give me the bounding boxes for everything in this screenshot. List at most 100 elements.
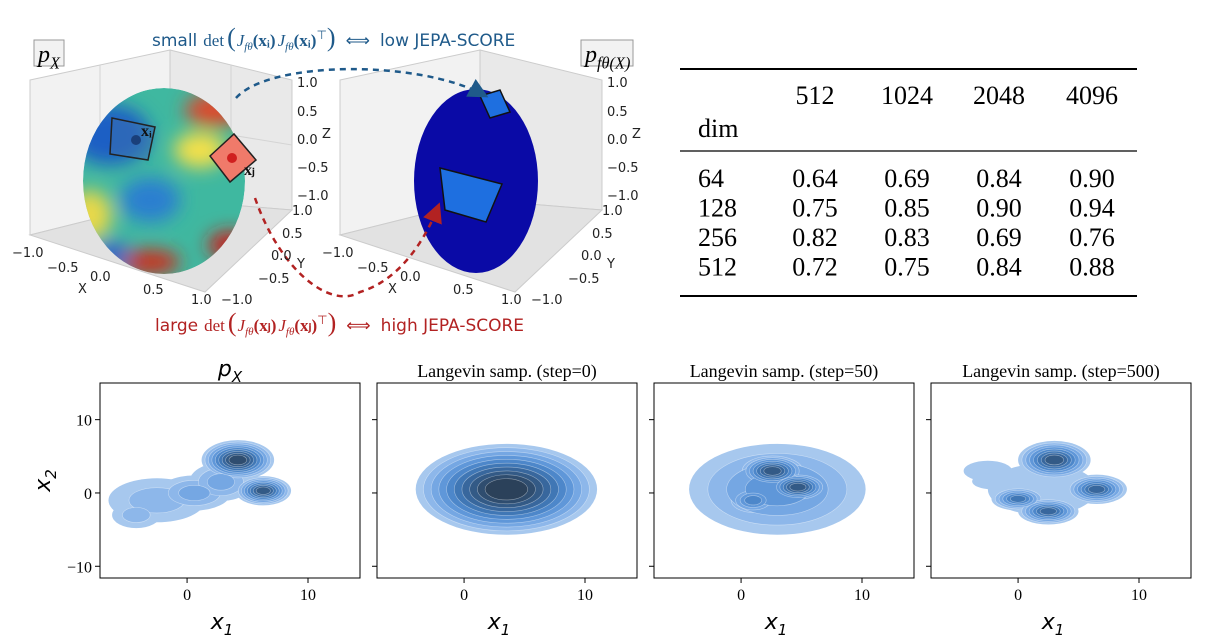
table-row-header: 512	[698, 253, 737, 282]
x-tick-label: −1.0	[12, 246, 44, 261]
label-base: x	[31, 478, 56, 493]
table-header: 4096	[1066, 81, 1118, 110]
x-tick-label: −0.5	[47, 261, 79, 276]
contour-level	[1044, 454, 1064, 466]
z-tick-label: 1.0	[297, 76, 318, 91]
x-axis-label: X	[78, 282, 87, 297]
note: large det (Jfθ(xⱼ) Jfθ(xⱼ)⊤) ⟺ high JEPA-SCOR…	[155, 308, 524, 338]
table-corner: dim	[698, 114, 738, 143]
label-box	[33, 39, 65, 67]
table-cell: 0.64	[792, 164, 838, 193]
table-cell: 0.83	[884, 223, 930, 252]
note-jacobian: J	[238, 316, 247, 335]
math-label: x1	[1041, 610, 1065, 637]
label-base: x	[764, 610, 779, 635]
x-tick-label: 0	[1014, 587, 1022, 604]
x-tick-label: 0	[183, 587, 191, 604]
note-paren: (	[227, 23, 236, 52]
y-tick-label: 0.5	[592, 227, 613, 242]
contour-level	[207, 473, 235, 491]
x-tick-label: −1.0	[322, 246, 354, 261]
note-suffix: low JEPA-SCORE	[380, 31, 515, 51]
table-header: 1024	[881, 81, 933, 110]
sphere-patch	[83, 190, 112, 240]
contour-level	[484, 478, 529, 501]
x-tick-label: 0.0	[90, 270, 111, 285]
y-tick-label: 0.0	[581, 249, 602, 264]
math-label: x1	[764, 610, 788, 637]
note-suffix: high JEPA-SCORE	[381, 316, 524, 336]
y-tick-label: −1.0	[221, 293, 253, 308]
density-contours	[963, 440, 1127, 525]
high-score-arrow	[253, 197, 442, 298]
note-jacobian: J	[278, 316, 287, 335]
label-sub: X	[231, 368, 243, 386]
note-jacobian-sub: fθ	[245, 326, 254, 338]
patch-j-mapped	[439, 166, 504, 223]
note-jacobian-sub: fθ	[244, 41, 253, 53]
sphere-patch	[120, 250, 180, 274]
x-tick-label: 10	[300, 587, 316, 604]
plot-title: Langevin samp. (step=50)	[690, 361, 879, 382]
table-cell: 0.69	[884, 164, 930, 193]
table-cell: 0.85	[884, 194, 930, 223]
plot-frame	[376, 382, 638, 579]
y-tick-label: 10	[76, 413, 92, 430]
table-header: 512	[796, 81, 835, 110]
plot-frame	[653, 382, 915, 579]
table-cell: 0.82	[792, 223, 838, 252]
note-arg: (xⱼ)	[254, 316, 277, 335]
math-label: x2	[31, 469, 60, 493]
x-tick-label: 10	[577, 587, 593, 604]
plot-title: Langevin samp. (step=0)	[417, 361, 597, 382]
label-sub: 1	[224, 621, 234, 637]
sphere-patch	[120, 178, 180, 222]
x-tick-label: 1.0	[501, 293, 522, 308]
plot-title: Langevin samp. (step=500)	[962, 361, 1160, 382]
z-axis-label: Z	[632, 127, 641, 142]
y-tick-label: 1.0	[602, 204, 623, 219]
z-tick-label: 1.0	[607, 76, 628, 91]
note-arg: (xⱼ)	[294, 316, 317, 335]
z-tick-label: −0.5	[607, 161, 639, 176]
note-arg: (xᵢ)	[294, 31, 317, 50]
label-sub: 2	[42, 469, 60, 479]
table-cell: 0.94	[1069, 194, 1115, 223]
contour-level	[1039, 507, 1057, 516]
table-header: 2048	[973, 81, 1025, 110]
point-label: xⱼ	[244, 162, 255, 179]
y-axis-label: Y	[606, 257, 615, 272]
plot-frame	[930, 382, 1192, 579]
note-paren: )	[328, 308, 337, 337]
x-tick-label: 10	[1131, 587, 1147, 604]
table-cell: 0.75	[792, 194, 838, 223]
table-cell: 0.90	[1069, 164, 1115, 193]
note-jacobian: J	[278, 31, 287, 50]
table-cell: 0.84	[976, 164, 1022, 193]
x-tick-label: 0.5	[453, 283, 474, 298]
table-row-header: 128	[698, 194, 737, 223]
table-cell: 0.72	[792, 253, 838, 282]
note-transpose: ⊤	[316, 28, 326, 42]
z-tick-label: −0.5	[297, 161, 329, 176]
table-cell: 0.75	[884, 253, 930, 282]
contour-level	[744, 495, 762, 506]
z-axis-label: Z	[322, 127, 331, 142]
y-tick-label: −0.5	[568, 272, 600, 287]
note-prefix: large	[155, 316, 198, 336]
table-row-header: 256	[698, 223, 737, 252]
y-tick-label: −10	[67, 559, 92, 576]
density-contours	[108, 440, 292, 529]
contour-level	[255, 486, 271, 495]
note-arg: (xᵢ)	[253, 31, 276, 50]
label-sub: 1	[778, 621, 788, 637]
y-tick-label: 0	[84, 486, 92, 503]
x-tick-label: −0.5	[357, 261, 389, 276]
point-label: xᵢ	[141, 123, 152, 140]
label-box	[580, 39, 634, 67]
table-cell: 0.90	[976, 194, 1022, 223]
x-tick-label: 1.0	[191, 293, 212, 308]
table-cell: 0.88	[1069, 253, 1115, 282]
